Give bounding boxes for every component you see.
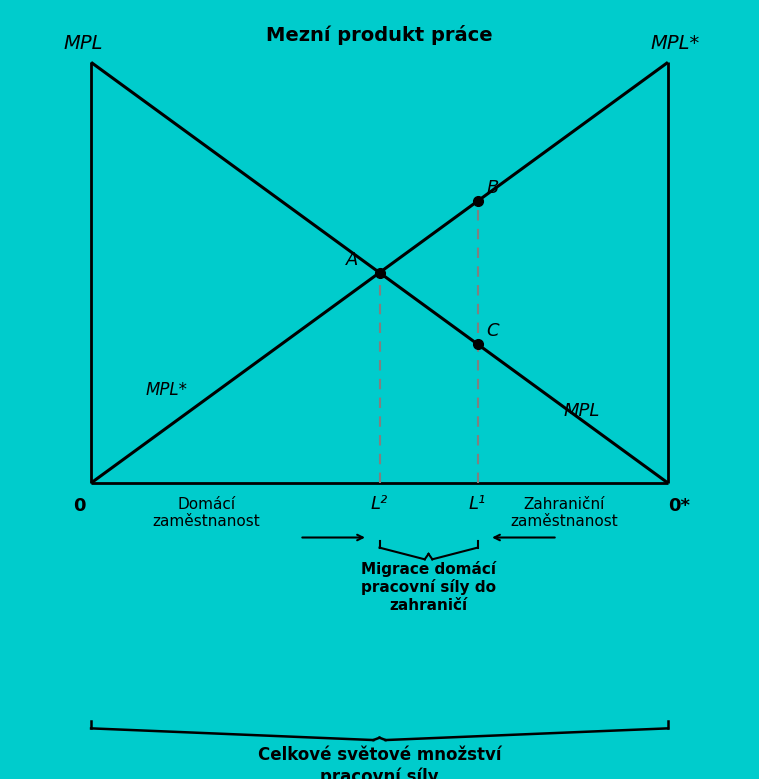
Text: L²: L²: [371, 495, 388, 513]
Text: C: C: [487, 323, 499, 340]
Text: A: A: [346, 251, 358, 269]
Text: Zahraniční
zaměstnanost: Zahraniční zaměstnanost: [510, 497, 618, 530]
Text: Migrace domácí
pracovní síly do
zahraničí: Migrace domácí pracovní síly do zahranič…: [361, 561, 496, 613]
Text: MPL*: MPL*: [651, 34, 700, 53]
Text: Mezní produkt práce: Mezní produkt práce: [266, 25, 493, 45]
Text: L¹: L¹: [469, 495, 487, 513]
Text: Domácí
zaměstnanost: Domácí zaměstnanost: [153, 497, 260, 530]
Text: 0: 0: [74, 497, 86, 515]
Text: B: B: [487, 179, 499, 197]
Text: MPL*: MPL*: [145, 382, 187, 400]
Text: Celkové světové množství
pracovní síly: Celkové světové množství pracovní síly: [258, 746, 501, 779]
Text: MPL: MPL: [64, 34, 103, 53]
Text: MPL: MPL: [563, 403, 600, 421]
Text: 0*: 0*: [669, 497, 690, 515]
